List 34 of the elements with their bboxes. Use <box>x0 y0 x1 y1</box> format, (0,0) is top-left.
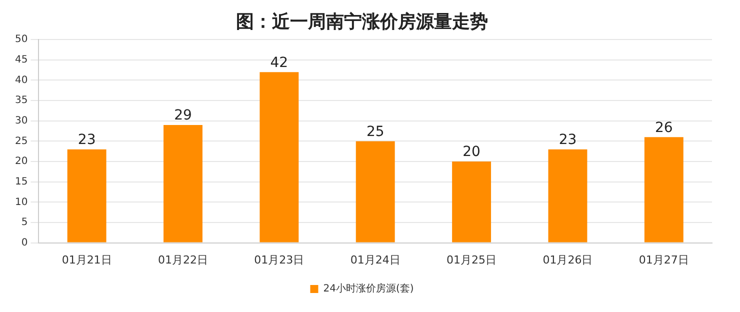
bar <box>356 141 395 242</box>
y-tick-label: 40 <box>14 74 28 86</box>
data-label: 23 <box>558 132 577 148</box>
bar <box>260 72 299 242</box>
y-tick-label: 50 <box>14 34 28 46</box>
data-label: 29 <box>174 108 192 124</box>
data-label: 25 <box>366 124 384 140</box>
chart-title: 图：近一周南宁涨价房源量走势 <box>236 11 488 32</box>
bar <box>164 124 202 242</box>
x-tick-label: 01月25日 <box>446 253 497 266</box>
y-tick-label: 5 <box>21 217 28 228</box>
y-tick-label: 15 <box>14 176 28 188</box>
y-tick-label: 0 <box>21 237 28 248</box>
y-tick-label: 35 <box>14 95 28 106</box>
y-tick-label: 45 <box>14 54 28 66</box>
bar <box>67 149 106 242</box>
x-tick-label: 01月24日 <box>350 253 400 266</box>
legend-label: 24小时涨价房源(套) <box>323 282 414 295</box>
data-label: 42 <box>270 54 288 71</box>
data-label: 20 <box>462 144 480 160</box>
y-tick-label: 10 <box>14 196 28 208</box>
y-tick-label: 30 <box>14 115 28 126</box>
x-tick-label: 01月27日 <box>638 253 689 266</box>
x-tick-label: 01月21日 <box>62 253 112 266</box>
x-tick-label: 01月26日 <box>542 253 593 266</box>
bar <box>548 149 588 242</box>
x-tick-label: 01月22日 <box>158 253 208 266</box>
x-tick-label: 01月23日 <box>254 253 304 266</box>
y-tick-label: 25 <box>14 136 28 147</box>
y-tick-label: 20 <box>14 156 28 168</box>
bar <box>452 162 492 242</box>
data-label: 23 <box>78 132 96 148</box>
bar <box>644 137 684 242</box>
data-label: 26 <box>654 120 673 136</box>
